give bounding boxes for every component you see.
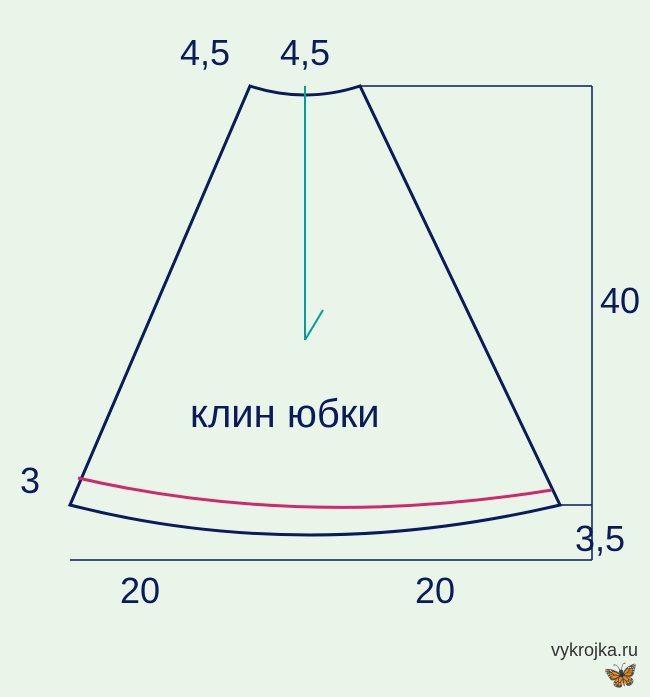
skirt-gore-diagram (0, 0, 650, 697)
pattern-title: клин юбки (190, 392, 380, 437)
grainline-arrowhead (305, 310, 323, 340)
label-bottom-right: 20 (415, 570, 455, 612)
label-right-hem: 3,5 (575, 518, 625, 560)
source-watermark: vykrojka.ru 🦋 (551, 640, 638, 689)
label-bottom-left: 20 (120, 570, 160, 612)
watermark-text: vykrojka.ru (551, 640, 638, 660)
gore-outline (70, 86, 560, 535)
label-right-height: 40 (600, 280, 640, 322)
hem-seam-arc (78, 478, 552, 507)
label-top-left: 4,5 (180, 32, 230, 74)
label-left-hem: 3 (20, 460, 40, 502)
label-top-right: 4,5 (280, 32, 330, 74)
butterfly-icon: 🦋 (603, 659, 638, 690)
